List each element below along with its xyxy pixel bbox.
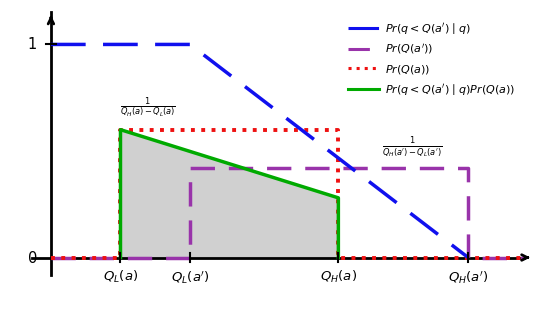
Text: $Q_L(a')$: $Q_L(a')$	[171, 269, 210, 286]
Text: $1$: $1$	[27, 37, 37, 52]
Text: $Q_L(a)$: $Q_L(a)$	[103, 269, 138, 285]
Text: $\frac{1}{Q_H(a)-Q_L(a)}$: $\frac{1}{Q_H(a)-Q_L(a)}$	[120, 95, 176, 119]
Text: $Q_H(a')$: $Q_H(a')$	[448, 269, 488, 286]
Text: $\frac{1}{Q_H(a')-Q_L(a')}$: $\frac{1}{Q_H(a')-Q_L(a')}$	[382, 135, 443, 159]
Text: $Q_H(a)$: $Q_H(a)$	[320, 269, 357, 285]
Polygon shape	[120, 130, 339, 257]
Text: $0$: $0$	[26, 250, 37, 266]
Legend: $Pr(q < Q(a') \mid q)$, $Pr(Q(a'))$, $Pr(Q(a))$, $Pr(q < Q(a') \mid q)Pr(Q(a))$: $Pr(q < Q(a') \mid q)$, $Pr(Q(a'))$, $Pr…	[345, 18, 518, 100]
